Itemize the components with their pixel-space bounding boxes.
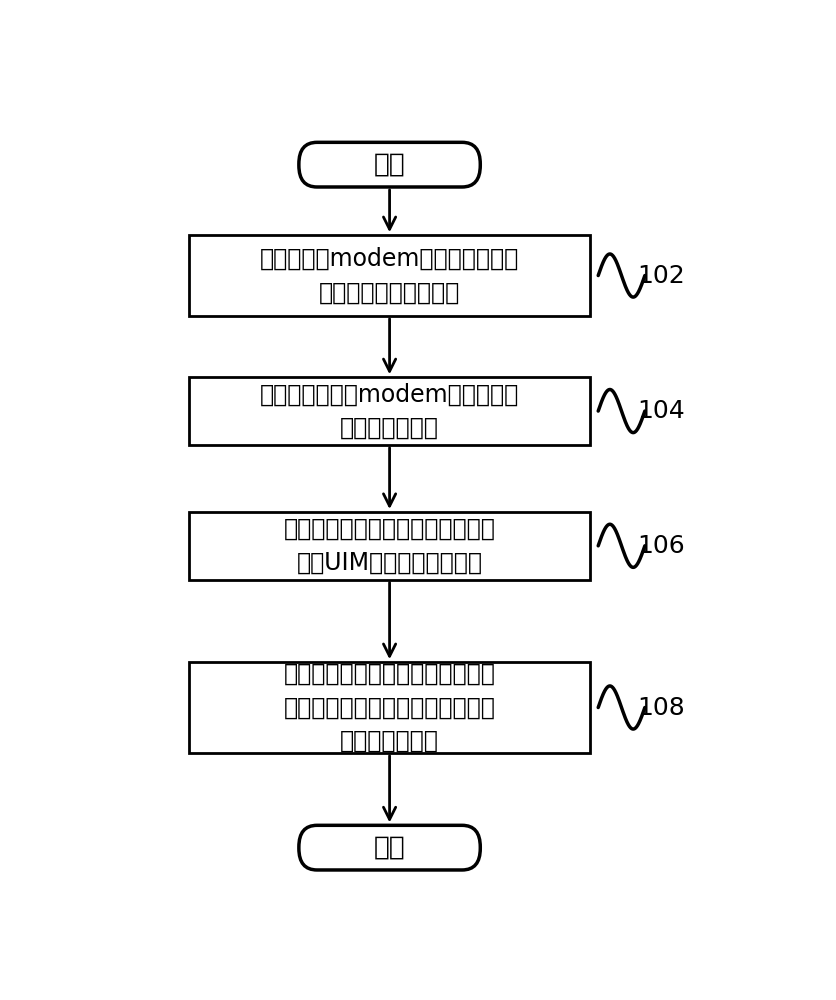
Text: 104: 104	[637, 399, 685, 423]
Bar	[189, 377, 590, 445]
Text: 结束: 结束	[374, 835, 405, 861]
Text: 设置所述使能控制端口的控制项参
数，以使所述控制项参数与所述单
双卡属性值适配: 设置所述使能控制端口的控制项参 数，以使所述控制项参数与所述单 双卡属性值适配	[283, 662, 496, 753]
FancyBboxPatch shape	[299, 142, 480, 187]
FancyBboxPatch shape	[299, 825, 480, 870]
Text: 读取在终端modem软件的配置文件
中设置的单双卡属性值: 读取在终端modem软件的配置文件 中设置的单双卡属性值	[260, 247, 519, 304]
Text: 检测在所述终端modem软件中配置
的射频卡配置值: 检测在所述终端modem软件中配置 的射频卡配置值	[260, 382, 519, 440]
Text: 102: 102	[637, 264, 685, 288]
Bar	[189, 235, 590, 316]
Bar	[189, 512, 590, 580]
Text: 根据所述射频卡配置值确定与其对
应的UIM卡的使能控制端口: 根据所述射频卡配置值确定与其对 应的UIM卡的使能控制端口	[283, 517, 496, 575]
Bar	[189, 662, 590, 753]
Text: 106: 106	[637, 534, 685, 558]
Text: 开始: 开始	[374, 152, 405, 178]
Text: 108: 108	[637, 696, 685, 720]
